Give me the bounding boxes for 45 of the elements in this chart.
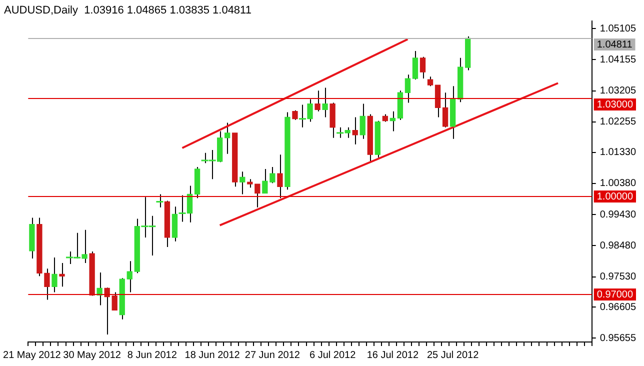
x-tick-label: 16 Jul 2012 (366, 350, 419, 361)
ref-line-label: 0.97000 (596, 289, 634, 300)
y-tick-label: 1.00380 (600, 178, 636, 190)
candlestick (277, 154, 283, 199)
x-tick-label: 6 Jul 2012 (309, 350, 356, 361)
candlestick (412, 50, 418, 80)
y-tick-label: 1.04155 (600, 54, 636, 66)
candlestick (352, 116, 358, 145)
candlestick (427, 76, 434, 87)
candlestick (404, 74, 411, 104)
candlestick (172, 206, 178, 242)
ref-line-label: 1.00000 (596, 191, 634, 202)
candlestick (52, 256, 58, 293)
x-tick-label: 25 Jul 2012 (426, 350, 480, 361)
candlestick (360, 103, 366, 140)
candlestick (96, 272, 102, 306)
candlestick (240, 171, 246, 195)
y-tick-label: 1.03205 (600, 86, 636, 97)
candlestick (224, 122, 230, 154)
candlestick (322, 87, 328, 118)
candlestick (420, 56, 426, 80)
y-tick-label: 0.99430 (600, 209, 636, 220)
y-tick-label: 0.98480 (600, 240, 636, 252)
candlestick (254, 184, 260, 208)
candlestick (112, 292, 118, 311)
x-tick-label: 21 May 2012 (3, 350, 62, 361)
candlestick (292, 110, 298, 120)
chart-title: AUDUSD,Daily 1.03916 1.04865 1.03835 1.04811 (4, 4, 252, 17)
y-tick-label: 0.96605 (600, 302, 636, 313)
ref-line-label: 1.04811 (596, 39, 633, 50)
candlestick (434, 84, 441, 118)
x-tick-label: 18 Jun 2012 (184, 350, 240, 361)
ref-line-label: 1.03000 (596, 99, 634, 110)
y-tick-label: 0.97530 (600, 272, 636, 283)
x-tick-label: 8 Jun 2012 (127, 350, 178, 361)
candlestick (126, 260, 132, 293)
y-tick-label: 1.01330 (600, 147, 636, 158)
x-tick-label: 27 Jun 2012 (244, 350, 300, 361)
candlestick (314, 90, 320, 112)
x-tick-label: 30 May 2012 (63, 350, 122, 361)
y-tick-label: 1.05105 (600, 23, 636, 34)
candlestick (442, 92, 448, 128)
y-tick-label: 1.02255 (600, 116, 636, 128)
candlestick (59, 262, 65, 288)
y-tick-label: 0.95655 (600, 332, 636, 344)
